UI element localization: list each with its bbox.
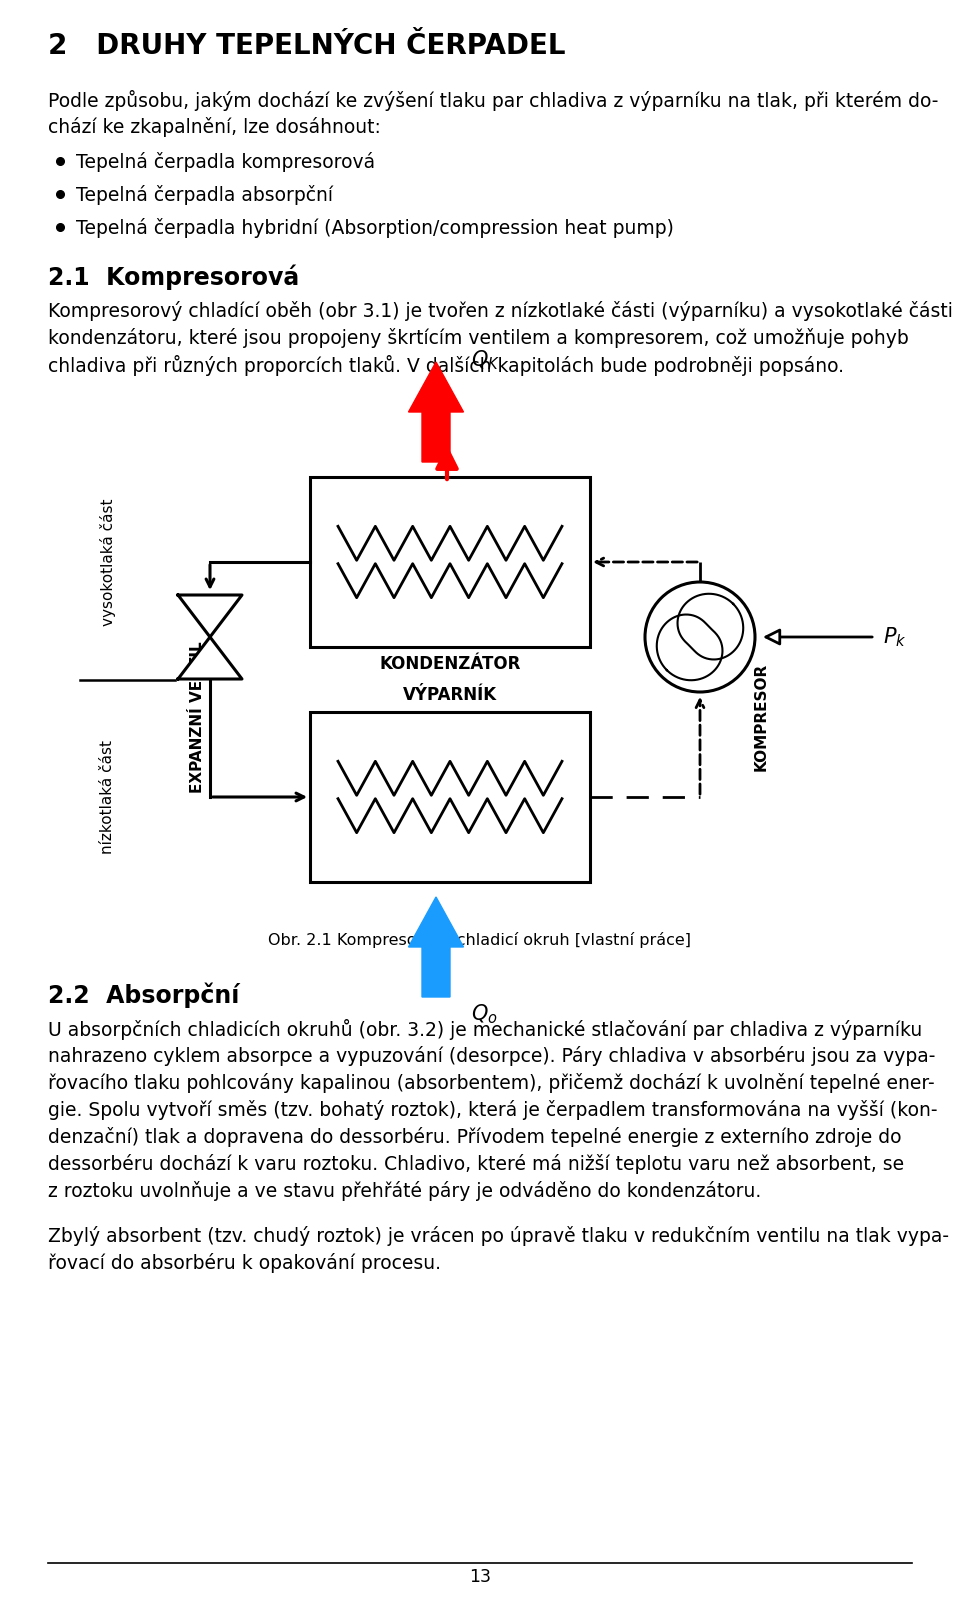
Bar	[310, 477, 590, 648]
Text: gie. Spolu vytvoří směs (tzv. bohatý roztok), která je čerpadlem transformována : gie. Spolu vytvoří směs (tzv. bohatý roz…	[48, 1100, 938, 1119]
Text: vysokotlaká část: vysokotlaká část	[100, 499, 116, 625]
Text: chladiva při různých proporcích tlaků. V dalších kapitolách bude podrobněji pops: chladiva při různých proporcích tlaků. V…	[48, 355, 844, 376]
Text: EXPANZNÍ VENTIL: EXPANZNÍ VENTIL	[190, 641, 205, 793]
Text: Tepelná čerpadla hybridní (Absorption/compression heat pump): Tepelná čerpadla hybridní (Absorption/co…	[76, 217, 674, 238]
Text: 2.2  Absorpční: 2.2 Absorpční	[48, 982, 239, 1007]
Circle shape	[645, 582, 755, 692]
Text: $Q_o$: $Q_o$	[471, 1003, 497, 1025]
Text: denzační) tlak a dopravena do dessorbéru. Přívodem tepelné energie z externího z: denzační) tlak a dopravena do dessorbéru…	[48, 1127, 901, 1146]
Text: 13: 13	[469, 1569, 491, 1586]
Text: 2.1  Kompresorová: 2.1 Kompresorová	[48, 265, 300, 291]
FancyArrow shape	[409, 361, 464, 462]
Text: řovacího tlaku pohlcovány kapalinou (absorbentem), přičemž dochází k uvolnění te: řovacího tlaku pohlcovány kapalinou (abs…	[48, 1073, 935, 1094]
Text: Tepelná čerpadla absorpční: Tepelná čerpadla absorpční	[76, 185, 333, 205]
Text: U absorpčních chladicích okruhů (obr. 3.2) je mechanické stlačování par chladiva: U absorpčních chladicích okruhů (obr. 3.…	[48, 1019, 923, 1039]
Text: Tepelná čerpadla kompresorová: Tepelná čerpadla kompresorová	[76, 152, 375, 173]
Text: Kompresorový chladící oběh (obr 3.1) je tvořen z nízkotlaké části (výparníku) a : Kompresorový chladící oběh (obr 3.1) je …	[48, 301, 953, 321]
Bar	[310, 712, 590, 883]
Text: Podle způsobu, jakým dochází ke zvýšení tlaku par chladiva z výparníku na tlak, : Podle způsobu, jakým dochází ke zvýšení …	[48, 90, 938, 110]
Polygon shape	[178, 636, 242, 680]
Text: kondenzátoru, které jsou propojeny škrtícím ventilem a kompresorem, což umožňuje: kondenzátoru, které jsou propojeny škrtí…	[48, 328, 909, 349]
Text: KONDENZÁTOR: KONDENZÁTOR	[379, 656, 520, 673]
Text: Obr. 2.1 Kompresorový chladicí okruh [vlastní práce]: Obr. 2.1 Kompresorový chladicí okruh [vl…	[269, 932, 691, 948]
Text: KOMPRESOR: KOMPRESOR	[754, 664, 769, 771]
Text: dessorbéru dochází k varu roztoku. Chladivo, které má nižší teplotu varu než abs: dessorbéru dochází k varu roztoku. Chlad…	[48, 1154, 904, 1174]
Text: VÝPARNÍK: VÝPARNÍK	[403, 686, 497, 704]
Text: Zbylý absorbent (tzv. chudý roztok) je vrácen po úpravě tlaku v redukčním ventil: Zbylý absorbent (tzv. chudý roztok) je v…	[48, 1226, 949, 1246]
Text: nízkotlaká část: nízkotlaká část	[101, 740, 115, 854]
Text: $P_k$: $P_k$	[883, 625, 906, 649]
Text: 2   DRUHY TEPELNÝCH ČERPADEL: 2 DRUHY TEPELNÝCH ČERPADEL	[48, 32, 565, 61]
Text: z roztoku uvolnňuje a ve stavu přehřáté páry je odváděno do kondenzátoru.: z roztoku uvolnňuje a ve stavu přehřáté …	[48, 1182, 761, 1201]
Text: řovací do absorbéru k opakování procesu.: řovací do absorbéru k opakování procesu.	[48, 1254, 441, 1273]
Text: $Q_K$: $Q_K$	[471, 349, 500, 373]
Text: chází ke zkapalnění, lze dosáhnout:: chází ke zkapalnění, lze dosáhnout:	[48, 117, 381, 138]
FancyArrow shape	[409, 897, 464, 998]
Polygon shape	[178, 595, 242, 636]
Text: nahrazeno cyklem absorpce a vypuzování (desorpce). Páry chladiva v absorbéru jso: nahrazeno cyklem absorpce a vypuzování (…	[48, 1046, 935, 1067]
